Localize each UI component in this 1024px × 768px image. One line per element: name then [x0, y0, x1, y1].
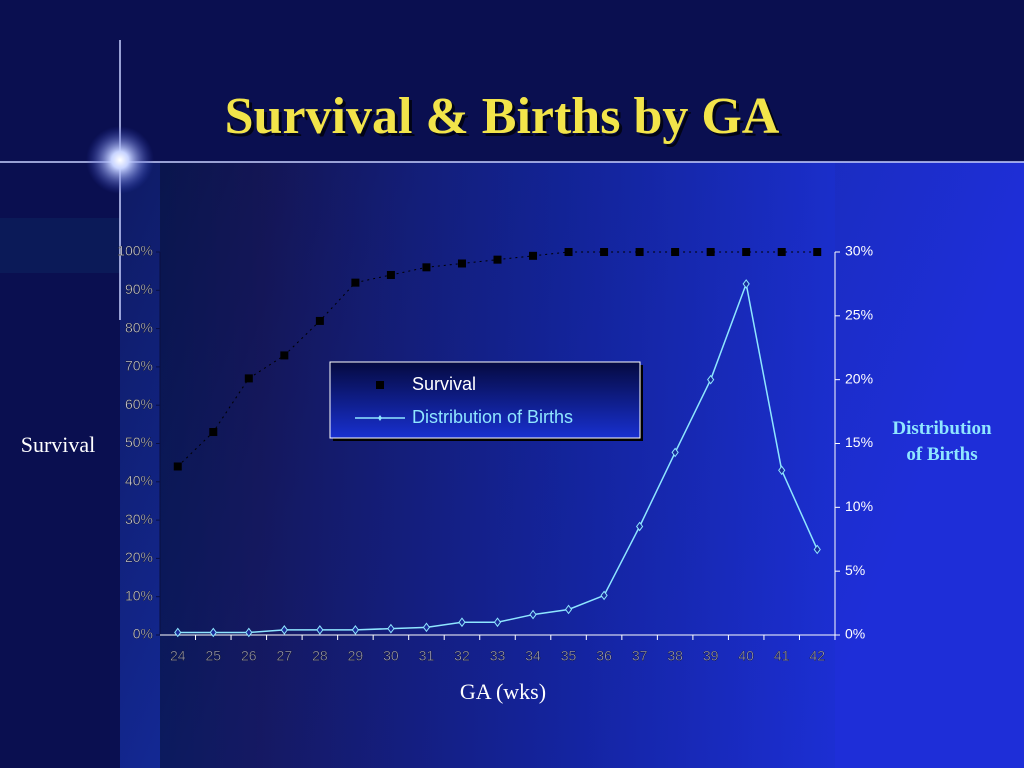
x-tick-label: 28 — [312, 648, 328, 664]
y-tick-label: 20% — [125, 549, 153, 565]
x-tick-label: 35 — [561, 648, 577, 664]
births-marker — [174, 627, 182, 638]
y2-tick-label: 10% — [845, 498, 873, 514]
x-tick-label: 31 — [419, 648, 435, 664]
y2-tick-label: 30% — [845, 243, 873, 259]
x-tick-label: 32 — [454, 648, 470, 664]
legend-label: Distribution of Births — [412, 407, 573, 427]
births-marker — [529, 609, 537, 620]
side-accent — [0, 218, 120, 273]
survival-marker — [315, 316, 324, 325]
y-tick-label: 90% — [125, 281, 153, 297]
y-tick-label: 50% — [125, 434, 153, 450]
y-tick-label: 60% — [125, 396, 153, 412]
survival-marker — [635, 248, 644, 256]
births-marker — [387, 623, 395, 634]
survival-marker — [280, 351, 289, 360]
chart-title: Survival & Births by GA — [225, 88, 780, 145]
x-tick-label: 38 — [667, 648, 683, 664]
x-tick-label: 29 — [348, 648, 364, 664]
x-tick-label: 34 — [525, 648, 541, 664]
x-tick-label: 41 — [774, 648, 790, 664]
survival-marker — [386, 270, 395, 279]
x-axis-label: GA (wks) — [460, 679, 546, 704]
x-tick-label: 33 — [490, 648, 506, 664]
x-tick-label: 30 — [383, 648, 399, 664]
survival-marker — [529, 251, 538, 260]
survival-marker — [671, 248, 680, 256]
x-tick-label: 42 — [809, 648, 825, 664]
births-marker — [742, 279, 750, 289]
survival-marker — [706, 248, 715, 256]
y2-tick-label: 25% — [845, 307, 873, 323]
y-tick-label: 100% — [117, 243, 153, 259]
light-flare — [86, 126, 154, 194]
y-tick-label: 70% — [125, 358, 153, 374]
x-tick-label: 37 — [632, 648, 648, 664]
x-tick-label: 36 — [596, 648, 612, 664]
x-tick-label: 24 — [170, 648, 186, 664]
title-shadow: Survival & Births by GA — [228, 91, 783, 148]
y-tick-label: 40% — [125, 473, 153, 489]
births-marker — [564, 604, 573, 615]
y2-tick-label: 20% — [845, 370, 873, 386]
survival-marker — [777, 248, 786, 256]
y-tick-label: 80% — [125, 319, 153, 335]
survival-marker — [493, 255, 502, 264]
survival-marker — [422, 263, 431, 272]
x-tick-label: 25 — [206, 648, 222, 664]
legend-marker — [378, 415, 382, 421]
y2-axis-label: Distribution of Births — [892, 418, 992, 465]
births-marker — [351, 625, 360, 635]
x-tick-label: 40 — [738, 648, 754, 664]
births-marker — [280, 625, 288, 635]
births-marker — [493, 617, 502, 628]
legend-box — [329, 361, 641, 439]
legend-label: Survival — [412, 374, 476, 394]
survival-marker — [457, 259, 466, 268]
survival-marker — [600, 248, 609, 256]
survival-marker — [351, 278, 360, 287]
births-marker — [813, 544, 821, 555]
legend: Survival Distribution of Births — [329, 361, 643, 441]
births-marker — [600, 590, 608, 601]
x-tick-label: 27 — [277, 648, 293, 664]
births-marker — [209, 627, 217, 638]
births-marker — [316, 625, 324, 635]
y2-tick-label: 15% — [845, 434, 873, 450]
survival-marker — [209, 428, 218, 437]
survival-marker — [813, 248, 822, 256]
births-marker — [422, 622, 431, 633]
survival-marker — [742, 248, 751, 256]
survival-marker — [564, 248, 573, 256]
x-tick-label: 39 — [703, 648, 719, 664]
y-axis-label: Survival — [21, 432, 96, 457]
x-tick-label: 26 — [241, 648, 257, 664]
survival-marker — [173, 462, 182, 471]
legend-marker — [376, 381, 384, 389]
births-marker — [707, 374, 715, 385]
plot: 0% 10% 20% 30% 40% 50% 60% 70% 80% 90% 100% 0% 5% 10%… — [117, 243, 873, 664]
header-band — [0, 0, 1024, 162]
births-marker — [778, 465, 786, 476]
y-tick-label: 30% — [125, 511, 153, 527]
y2-tick-label: 0% — [845, 626, 865, 642]
births-marker — [458, 617, 466, 628]
y-tick-label: 0% — [133, 626, 153, 642]
births-marker — [245, 627, 253, 638]
survival-marker — [244, 374, 253, 383]
y2-tick-label: 5% — [845, 562, 865, 578]
y-tick-label: 10% — [125, 587, 153, 603]
plot-shade — [160, 162, 835, 768]
births-marker — [671, 447, 679, 458]
births-marker — [635, 521, 644, 532]
